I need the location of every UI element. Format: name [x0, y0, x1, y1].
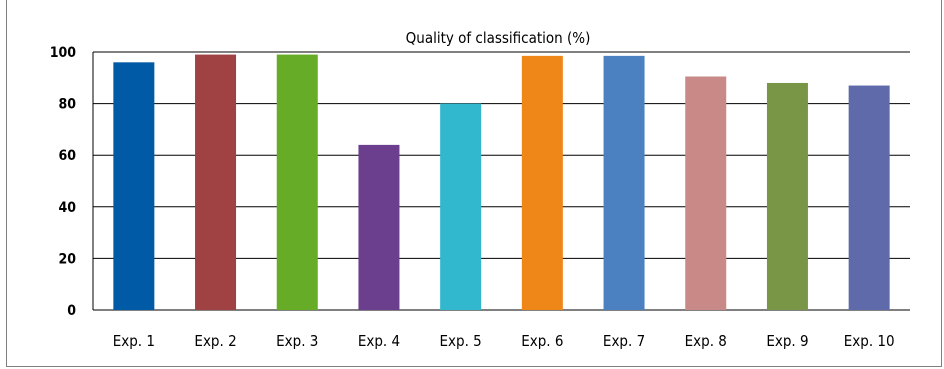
bar-3 — [276, 54, 318, 310]
bar-1 — [113, 62, 155, 310]
x-tick-label: Exp. 3 — [276, 332, 318, 350]
x-tick-label: Exp. 7 — [603, 332, 645, 350]
bar-4 — [358, 144, 400, 310]
x-tick-label: Exp. 4 — [358, 332, 400, 350]
y-tick-label: 60 — [58, 148, 76, 164]
chart-frame — [6, 0, 942, 367]
y-tick-label: 0 — [67, 303, 76, 319]
bar-9 — [766, 82, 808, 311]
y-tick-label: 40 — [58, 200, 76, 216]
bar-10 — [848, 85, 890, 310]
bar-6 — [521, 55, 563, 311]
x-tick-label: Exp. 6 — [521, 332, 563, 350]
x-tick-label: Exp. 8 — [685, 332, 727, 350]
x-tick-label: Exp. 1 — [113, 332, 155, 350]
x-tick-label: Exp. 9 — [766, 332, 808, 350]
y-tick-label: 80 — [58, 97, 76, 113]
bar-8 — [685, 76, 727, 310]
x-tick-label: Exp. 2 — [194, 332, 236, 350]
bar-5 — [440, 103, 482, 310]
y-tick-label: 100 — [50, 45, 77, 61]
bar-2 — [195, 54, 237, 310]
y-tick-label: 20 — [58, 251, 76, 267]
chart-title: Quality of classification (%) — [406, 29, 591, 47]
x-tick-label: Exp. 5 — [440, 332, 482, 350]
x-tick-label: Exp. 10 — [844, 332, 895, 350]
bar-7 — [603, 55, 645, 311]
